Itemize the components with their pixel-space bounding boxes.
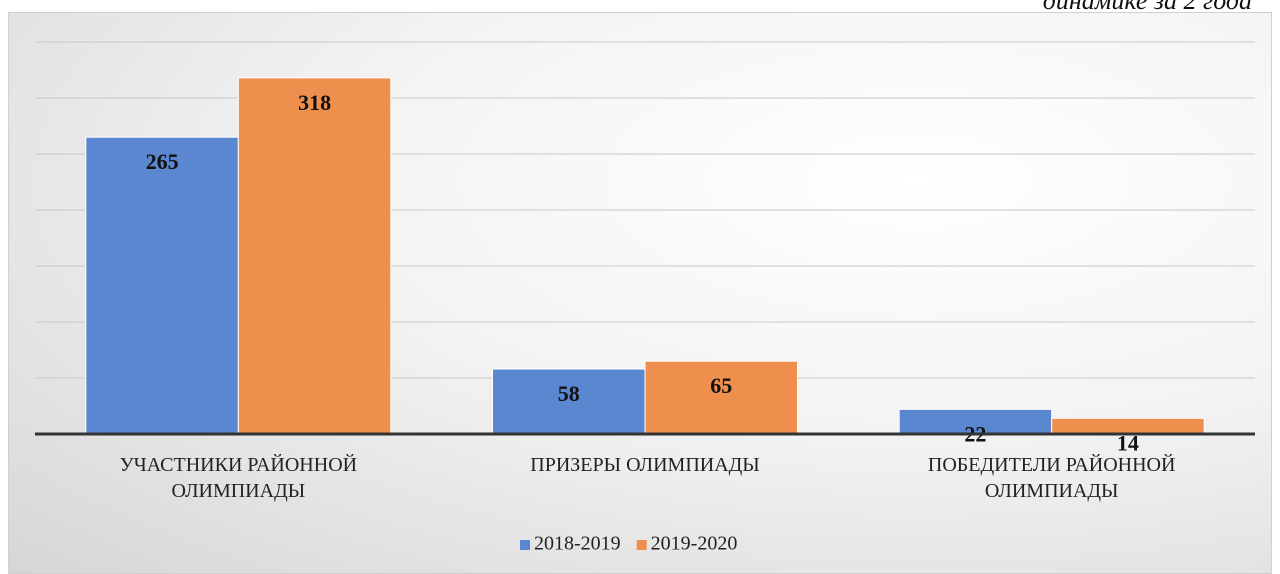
- x-tick-label: ПРИЗЕРЫ ОЛИМПИАДЫ: [530, 454, 760, 476]
- data-label: 265: [146, 149, 179, 174]
- data-label: 318: [298, 90, 331, 115]
- legend-swatch: [520, 540, 530, 550]
- legend-label: 2018-2019: [534, 533, 621, 555]
- data-label: 58: [558, 381, 580, 406]
- bar: [237, 77, 392, 435]
- bar: [492, 368, 646, 435]
- x-tick-label: УЧАСТНИКИ РАЙОННОЙ ОЛИМПИАДЫ: [119, 454, 358, 502]
- data-label: 65: [710, 373, 732, 398]
- legend-label: 2019-2020: [651, 533, 738, 555]
- bar: [85, 136, 239, 435]
- x-tick-label: ПОБЕДИТЕЛИ РАЙОННОЙ ОЛИМПИАДЫ: [927, 454, 1176, 502]
- caption: динамике за 2 года: [1042, 0, 1252, 15]
- data-label: 14: [1117, 430, 1139, 455]
- legend-swatch: [636, 540, 647, 550]
